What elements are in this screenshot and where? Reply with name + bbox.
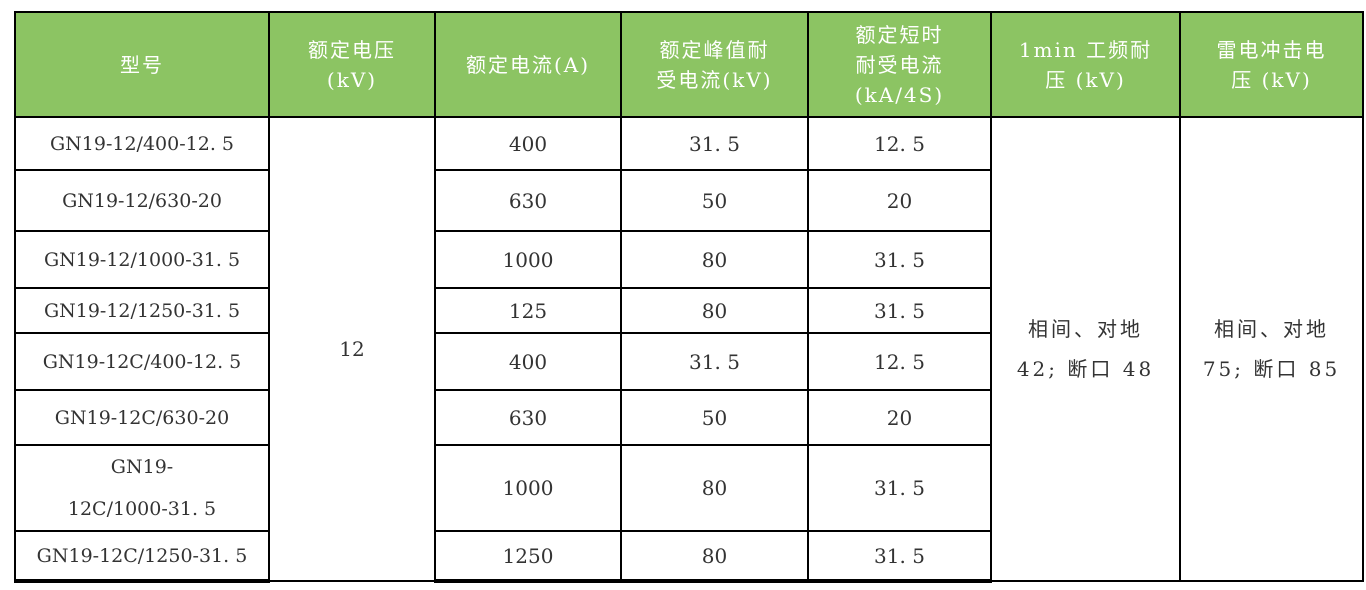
cell-current-4: 125 xyxy=(434,287,622,334)
cell-current-1: 400 xyxy=(434,116,622,171)
table-row: GN19- 12C/1000-31. 5 1000 80 31. 5 xyxy=(14,444,1363,532)
cell-power-freq-merged: 相间、对地 42; 断口 48 xyxy=(990,116,1181,582)
table-row: GN19-12/400-12. 5 12 400 31. 5 12. 5 相间、… xyxy=(14,116,1364,582)
cell-rated-voltage-merged: 12 xyxy=(268,116,436,582)
cell-peak-3: 80 xyxy=(620,230,809,289)
cell-lightning-merged: 相间、对地 75; 断口 85 xyxy=(1179,116,1364,582)
cell-short-5: 12. 5 xyxy=(807,332,992,391)
table-row: GN19-12/1250-31. 5 125 80 31. 5 xyxy=(14,287,1363,334)
table-row: GN19-12C/400-12. 5 400 31. 5 12. 5 xyxy=(14,332,1363,391)
cell-model-1: GN19-12/400-12. 5 xyxy=(14,116,270,171)
cell-current-7: 1000 xyxy=(434,444,622,532)
cell-peak-6: 50 xyxy=(620,389,809,446)
cell-short-1: 12. 5 xyxy=(807,116,992,171)
cell-short-8: 31. 5 xyxy=(807,530,992,583)
switch-spec-table: 型号 额定电压 (kV) 额定电流(A) 额定峰值耐 受电流(kV) 额定短时 … xyxy=(14,11,1364,583)
cell-current-6: 630 xyxy=(434,389,622,446)
header-lightning-impulse-voltage: 雷电冲击电 压 (kV) xyxy=(1179,11,1364,118)
table-header-row: 型号 额定电压 (kV) 额定电流(A) 额定峰值耐 受电流(kV) 额定短时 … xyxy=(14,11,1364,118)
cell-short-3: 31. 5 xyxy=(807,230,992,289)
cell-short-4: 31. 5 xyxy=(807,287,992,334)
cell-model-4: GN19-12/1250-31. 5 xyxy=(14,287,270,334)
spec-table-container: 型号 额定电压 (kV) 额定电流(A) 额定峰值耐 受电流(kV) 额定短时 … xyxy=(14,11,1364,583)
cell-short-2: 20 xyxy=(807,169,992,232)
cell-model-5: GN19-12C/400-12. 5 xyxy=(14,332,270,391)
table-row: GN19-12C/1250-31. 5 1250 80 31. 5 xyxy=(14,530,1363,583)
table-row: GN19-12/1000-31. 5 1000 80 31. 5 xyxy=(14,230,1363,289)
cell-peak-5: 31. 5 xyxy=(620,332,809,391)
cell-current-5: 400 xyxy=(434,332,622,391)
cell-current-8: 1250 xyxy=(434,530,622,583)
cell-model-6: GN19-12C/630-20 xyxy=(14,389,270,446)
header-rated-voltage: 额定电压 (kV) xyxy=(268,11,436,118)
header-model: 型号 xyxy=(14,11,270,118)
header-power-freq-withstand-voltage: 1min 工频耐 压 (kV) xyxy=(990,11,1181,118)
header-rated-current: 额定电流(A) xyxy=(434,11,622,118)
cell-peak-2: 50 xyxy=(620,169,809,232)
cell-short-7: 31. 5 xyxy=(807,444,992,532)
cell-peak-1: 31. 5 xyxy=(620,116,809,171)
cell-peak-7: 80 xyxy=(620,444,809,532)
cell-model-3: GN19-12/1000-31. 5 xyxy=(14,230,270,289)
cell-current-2: 630 xyxy=(434,169,622,232)
cell-current-3: 1000 xyxy=(434,230,622,289)
cell-peak-8: 80 xyxy=(620,530,809,583)
cell-model-2: GN19-12/630-20 xyxy=(14,169,270,232)
header-short-time-withstand-current: 额定短时 耐受电流 (kA/4S) xyxy=(807,11,992,118)
header-peak-withstand-current: 额定峰值耐 受电流(kV) xyxy=(620,11,809,118)
table-row: GN19-12C/630-20 630 50 20 xyxy=(14,389,1363,446)
table-row: GN19-12/630-20 630 50 20 xyxy=(14,169,1363,232)
cell-model-8: GN19-12C/1250-31. 5 xyxy=(14,530,270,583)
cell-peak-4: 80 xyxy=(620,287,809,334)
cell-short-6: 20 xyxy=(807,389,992,446)
cell-model-7: GN19- 12C/1000-31. 5 xyxy=(14,444,270,532)
